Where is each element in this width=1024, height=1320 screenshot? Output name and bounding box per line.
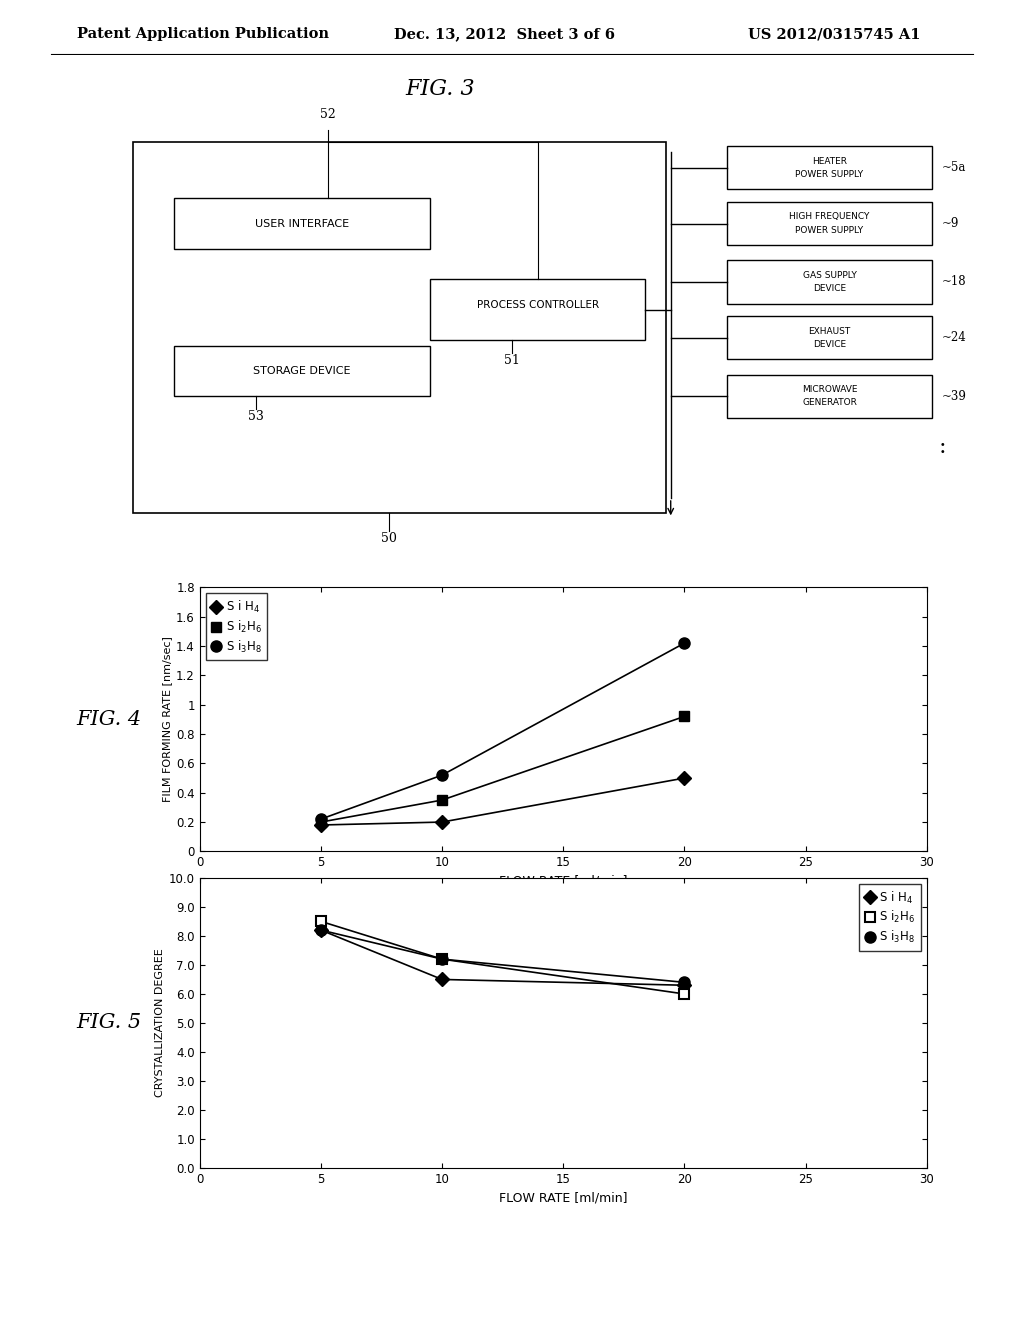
Bar (430, 280, 645, 341)
Text: USER INTERFACE: USER INTERFACE (255, 219, 349, 228)
X-axis label: FLOW RATE [ml/min]: FLOW RATE [ml/min] (499, 1192, 628, 1205)
Text: 51: 51 (504, 354, 520, 367)
Text: FIG. 4: FIG. 4 (77, 710, 142, 729)
Bar (727, 202, 932, 246)
Text: STORAGE DEVICE: STORAGE DEVICE (253, 366, 351, 376)
Text: ~39: ~39 (942, 389, 967, 403)
Text: HIGH FREQUENCY: HIGH FREQUENCY (790, 213, 869, 222)
Text: 53: 53 (248, 411, 264, 424)
Text: :: : (938, 436, 946, 458)
Text: FIG. 5: FIG. 5 (77, 1014, 142, 1032)
Text: ~5a: ~5a (942, 161, 967, 174)
Bar (133, 143, 666, 513)
Text: POWER SUPPLY: POWER SUPPLY (796, 170, 863, 178)
Bar (727, 147, 932, 189)
Text: HEATER: HEATER (812, 157, 847, 165)
Text: MICROWAVE: MICROWAVE (802, 385, 857, 395)
Text: GAS SUPPLY: GAS SUPPLY (803, 271, 856, 280)
Text: Dec. 13, 2012  Sheet 3 of 6: Dec. 13, 2012 Sheet 3 of 6 (394, 28, 615, 41)
Bar (174, 198, 430, 249)
X-axis label: FLOW RATE [ml/min]: FLOW RATE [ml/min] (499, 875, 628, 888)
Text: US 2012/0315745 A1: US 2012/0315745 A1 (748, 28, 920, 41)
Text: DEVICE: DEVICE (813, 284, 846, 293)
Text: 52: 52 (319, 108, 336, 120)
Text: FIG. 3: FIG. 3 (406, 78, 475, 100)
Text: 50: 50 (381, 532, 397, 545)
Text: POWER SUPPLY: POWER SUPPLY (796, 226, 863, 235)
Y-axis label: CRYSTALLIZATION DEGREE: CRYSTALLIZATION DEGREE (155, 949, 165, 1097)
Bar (727, 317, 932, 359)
Legend: S i H$_4$, S i$_2$H$_6$, S i$_3$H$_8$: S i H$_4$, S i$_2$H$_6$, S i$_3$H$_8$ (859, 883, 921, 950)
Bar (727, 375, 932, 418)
Bar (174, 346, 430, 396)
Text: DEVICE: DEVICE (813, 341, 846, 348)
Text: PROCESS CONTROLLER: PROCESS CONTROLLER (476, 300, 599, 310)
Text: ~18: ~18 (942, 276, 967, 289)
Text: ~9: ~9 (942, 216, 959, 230)
Y-axis label: FILM FORMING RATE [nm/sec]: FILM FORMING RATE [nm/sec] (162, 636, 172, 803)
Text: GENERATOR: GENERATOR (802, 399, 857, 408)
Legend: S i H$_4$, S i$_2$H$_6$, S i$_3$H$_8$: S i H$_4$, S i$_2$H$_6$, S i$_3$H$_8$ (206, 593, 267, 660)
Text: EXHAUST: EXHAUST (808, 327, 851, 335)
Bar (727, 260, 932, 304)
Text: ~24: ~24 (942, 331, 967, 345)
Text: Patent Application Publication: Patent Application Publication (77, 28, 329, 41)
